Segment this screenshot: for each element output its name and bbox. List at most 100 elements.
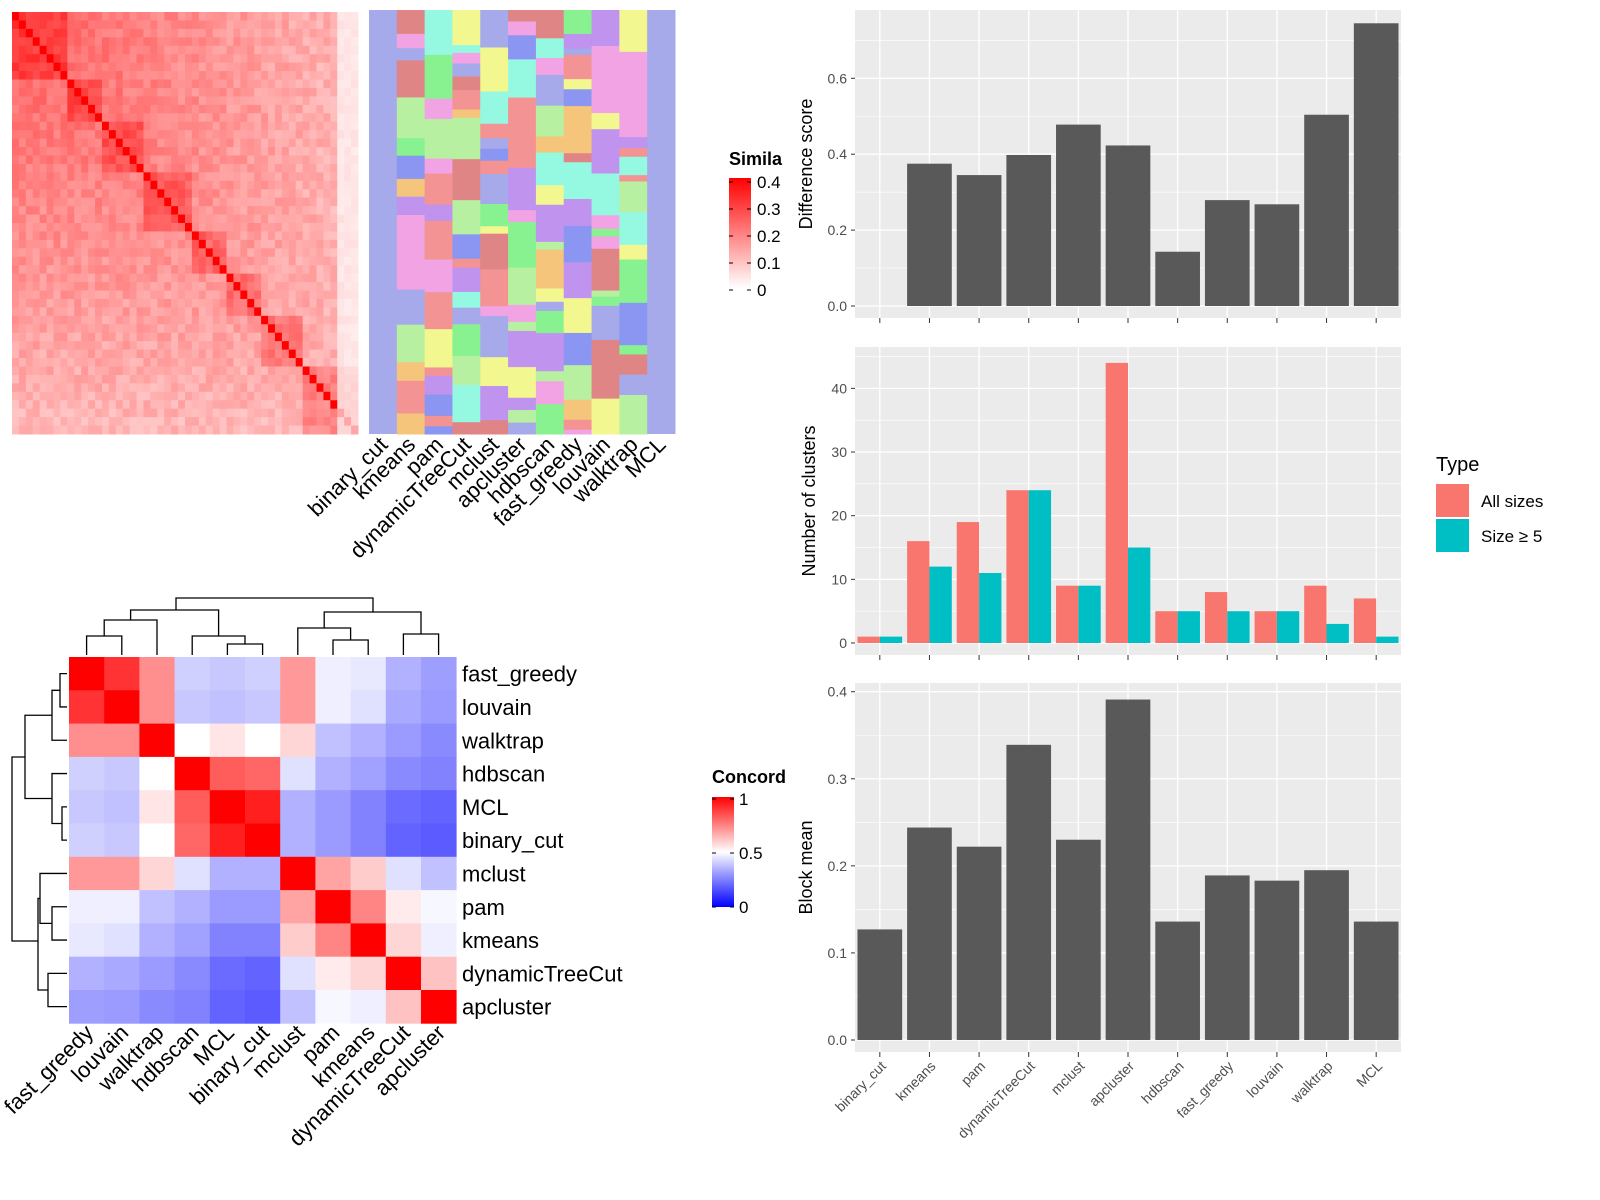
similarity-cell (18, 341, 27, 351)
concordance-cell (69, 990, 105, 1024)
similarity-cell (268, 71, 276, 81)
similarity-cell (81, 273, 89, 283)
similarity-cell (18, 20, 27, 30)
similarity-cell (74, 383, 82, 393)
annotation-cell (591, 215, 620, 230)
similarity-cell (247, 298, 255, 308)
similarity-cell (95, 223, 103, 232)
similarity-cell (60, 307, 68, 317)
similarity-cell (164, 231, 172, 241)
similarity-cell (233, 155, 241, 165)
similarity-cell (53, 37, 61, 47)
similarity-cell (164, 290, 172, 300)
similarity-cell (351, 282, 359, 292)
similarity-cell (344, 163, 352, 173)
similarity-cell (212, 155, 221, 165)
similarity-cell (115, 391, 124, 401)
similarity-cell (164, 256, 172, 266)
similarity-cell (39, 214, 48, 224)
concordance-cell (350, 657, 387, 691)
similarity-cell (101, 349, 110, 359)
similarity-cell (178, 391, 186, 401)
similarity-cell (323, 172, 331, 182)
similarity-cell (198, 71, 207, 81)
similarity-cell (344, 104, 352, 114)
similarity-cell (254, 383, 262, 393)
similarity-cell (46, 383, 55, 393)
similarity-cell (95, 374, 103, 384)
similarity-cell (212, 45, 221, 55)
similarity-cell (178, 54, 186, 64)
similarity-cell (46, 366, 55, 376)
y-axis-tick-label: 0.1 (828, 945, 848, 961)
similarity-cell (32, 155, 41, 165)
annotation-cell (619, 175, 648, 182)
similarity-cell (247, 197, 255, 207)
similarity-cell (60, 197, 68, 207)
similarity-cell (12, 96, 20, 106)
similarity-cell (150, 121, 158, 131)
similarity-cell (309, 383, 317, 393)
annotation-cell (480, 160, 509, 175)
similarity-cell (226, 12, 234, 21)
annotation-cell (508, 10, 537, 22)
similarity-cell (74, 282, 82, 292)
similarity-cell (323, 71, 331, 81)
similarity-cell (344, 130, 352, 140)
annotation-cell (452, 267, 481, 293)
similarity-cell (344, 332, 352, 342)
annotation-cell (424, 415, 453, 427)
similarity-cell (288, 315, 297, 325)
similarity-cell (88, 214, 96, 224)
similarity-cell (268, 315, 276, 325)
similarity-cell (233, 206, 241, 216)
similarity-cell (171, 290, 179, 300)
similarity-cell (247, 54, 255, 64)
similarity-cell (25, 358, 34, 367)
similarity-cell (212, 273, 221, 283)
annotation-cell (452, 52, 481, 65)
similarity-cell (254, 290, 262, 300)
similarity-cell (122, 332, 131, 342)
similarity-cell (74, 20, 82, 30)
concordance-cell (385, 923, 422, 958)
concordance-cell (421, 690, 457, 724)
similarity-cell (157, 37, 165, 47)
similarity-cell (198, 273, 207, 283)
similarity-cell (330, 383, 338, 393)
similarity-cell (12, 273, 20, 283)
similarity-cell (185, 417, 193, 427)
similarity-cell (233, 256, 241, 266)
annotation-cell (424, 54, 453, 100)
similarity-cell (60, 324, 68, 334)
similarity-cell (205, 307, 214, 317)
similarity-cell (281, 71, 290, 81)
similarity-cell (233, 248, 241, 258)
similarity-cell (219, 290, 228, 300)
similarity-cell (12, 197, 20, 207)
similarity-cell (39, 265, 48, 275)
concordance-cell (385, 690, 422, 724)
similarity-cell (122, 180, 131, 190)
similarity-cell (171, 104, 179, 114)
similarity-cell (247, 206, 255, 216)
concordance-cell (280, 990, 316, 1024)
similarity-cell (150, 273, 158, 283)
similarity-cell (136, 138, 144, 148)
annotation-cell (508, 304, 537, 323)
similarity-cell (261, 87, 269, 97)
similarity-cell (240, 62, 248, 72)
similarity-cell (143, 315, 151, 325)
concordance-cell (139, 723, 175, 758)
similarity-cell (191, 332, 200, 342)
similarity-cell (129, 273, 138, 283)
similarity-cell (60, 130, 68, 140)
concordance-cell (139, 756, 175, 791)
concordance-cell (350, 756, 387, 791)
similarity-cell (101, 155, 110, 165)
similarity-cell (295, 87, 304, 97)
similarity-cell (247, 223, 255, 232)
similarity-cell (219, 425, 228, 435)
annotation-cell (396, 97, 426, 139)
similarity-cell (295, 147, 304, 156)
